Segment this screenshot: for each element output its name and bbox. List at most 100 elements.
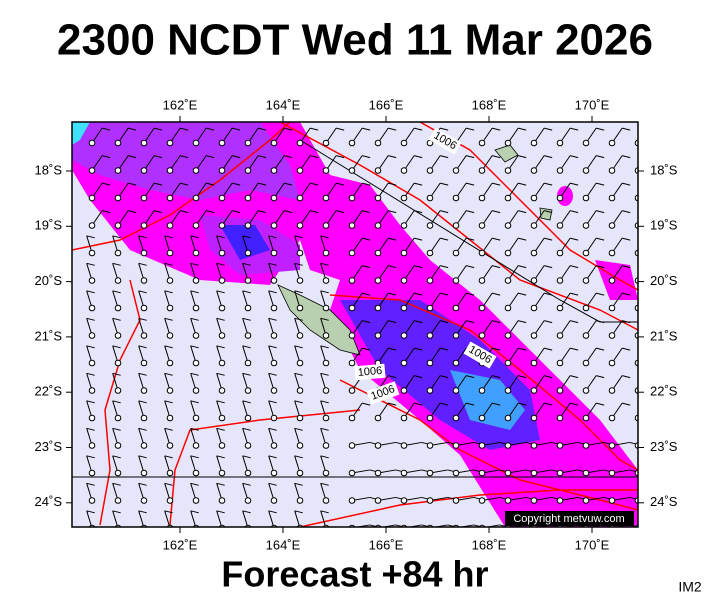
station <box>374 497 382 504</box>
station <box>348 167 356 174</box>
station <box>608 387 616 394</box>
barb <box>492 375 501 379</box>
barb <box>596 182 605 186</box>
barb <box>336 127 345 131</box>
station <box>608 139 616 147</box>
lat-label: 22˚S <box>35 384 63 399</box>
station <box>192 359 200 367</box>
station <box>192 277 200 284</box>
station <box>530 222 538 229</box>
barb <box>414 375 423 379</box>
station <box>322 249 330 257</box>
barb <box>648 128 656 130</box>
barb <box>216 482 225 486</box>
station <box>88 387 96 394</box>
barb <box>268 427 277 431</box>
barb <box>320 345 329 349</box>
lat-label: 18˚S <box>650 162 678 177</box>
frame <box>71 121 639 528</box>
barb <box>190 262 199 266</box>
station <box>166 332 174 339</box>
barb <box>414 182 423 186</box>
barb <box>294 345 303 349</box>
barb <box>320 427 329 431</box>
station <box>218 167 226 174</box>
station <box>400 524 408 527</box>
station <box>322 442 330 449</box>
barb <box>622 237 631 241</box>
label-box <box>354 363 386 381</box>
station <box>88 167 96 174</box>
barb <box>362 237 371 241</box>
title: 2300 NCDT Wed 11 Mar 2026 <box>57 16 653 65</box>
station <box>426 359 434 367</box>
barb <box>570 375 579 379</box>
station <box>166 359 174 367</box>
station <box>452 332 460 339</box>
station <box>166 194 174 202</box>
barb <box>518 402 527 406</box>
barb <box>388 402 397 406</box>
station <box>192 387 200 394</box>
barb <box>440 347 449 351</box>
station <box>582 194 590 202</box>
station <box>114 497 122 504</box>
barb <box>492 320 501 324</box>
barb <box>242 455 251 459</box>
station <box>166 414 174 422</box>
station <box>504 414 512 422</box>
station <box>88 194 96 202</box>
station <box>504 194 512 202</box>
lat-label: 24˚S <box>650 494 678 509</box>
station <box>192 332 200 339</box>
barb <box>518 237 527 241</box>
lat-label: 20˚S <box>35 273 63 288</box>
forecast: Forecast +84 hr <box>221 554 488 595</box>
barb <box>362 265 371 269</box>
station <box>400 359 408 367</box>
station <box>244 167 252 174</box>
station <box>556 332 564 339</box>
station <box>244 249 252 257</box>
barb <box>622 402 631 406</box>
station <box>296 387 304 394</box>
barb <box>466 402 475 406</box>
barb <box>637 279 638 281</box>
station <box>88 139 96 147</box>
station <box>452 469 460 477</box>
station <box>218 387 226 394</box>
barb <box>284 155 293 159</box>
station <box>530 304 538 312</box>
station <box>504 332 512 339</box>
barb <box>190 290 199 294</box>
barb <box>336 210 345 214</box>
barb <box>570 237 579 241</box>
station <box>556 442 564 449</box>
station <box>348 469 356 477</box>
barb <box>414 347 423 351</box>
barb <box>190 400 199 404</box>
station <box>114 469 122 477</box>
station <box>530 139 538 147</box>
station <box>296 414 304 422</box>
barb <box>190 317 199 321</box>
barb <box>622 127 631 131</box>
station <box>114 359 122 367</box>
station <box>192 524 200 527</box>
barb <box>164 345 173 349</box>
barb <box>388 292 397 296</box>
barb <box>112 317 121 321</box>
barb <box>440 320 449 324</box>
barb <box>294 317 303 321</box>
station <box>244 497 252 504</box>
station <box>452 497 460 504</box>
barb <box>320 262 329 266</box>
barb <box>362 182 371 186</box>
barb <box>320 510 329 514</box>
station <box>608 222 616 229</box>
barb <box>206 155 215 159</box>
station <box>374 442 382 449</box>
barb <box>86 235 95 239</box>
station <box>218 249 226 257</box>
